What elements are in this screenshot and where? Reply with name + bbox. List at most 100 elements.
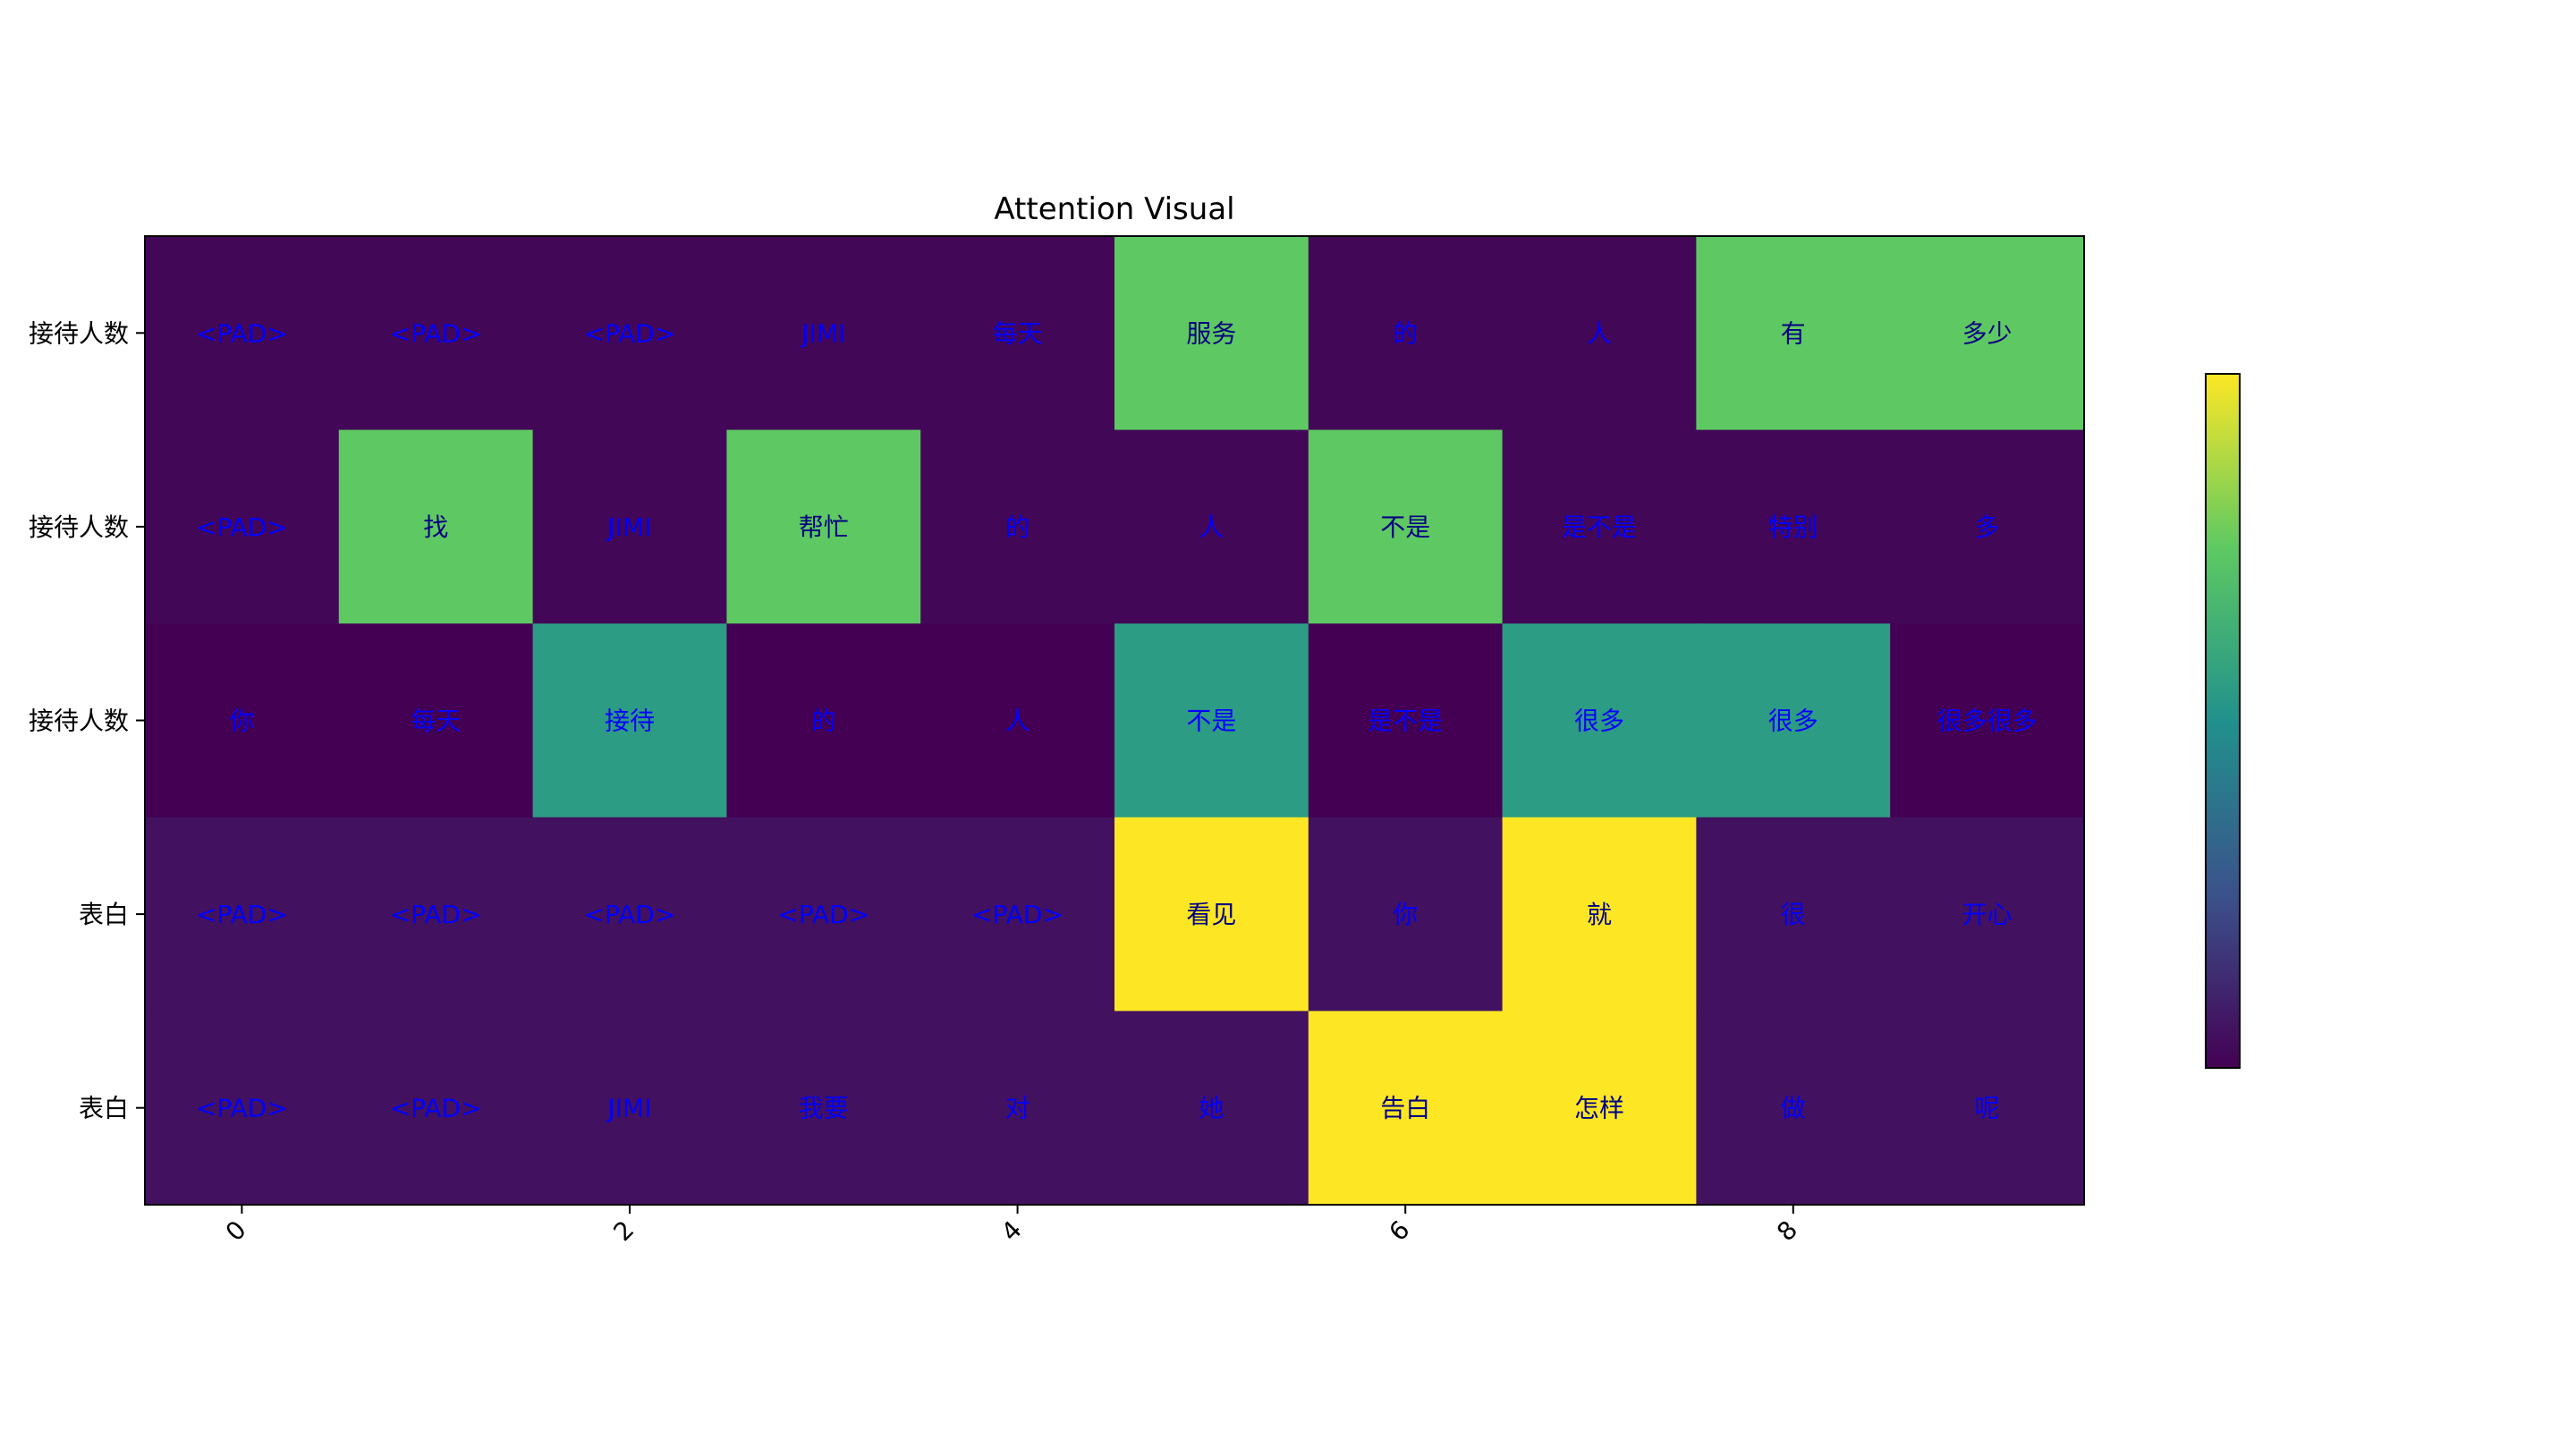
x-axis: 0 2 4 6 8: [220, 1205, 1803, 1247]
token-labels: <PAD> <PAD> <PAD> JIMI 每天 服务的人有多少<PAD> 找 JIMI 帮忙…: [196, 318, 2038, 1122]
token-label: 服务: [1186, 318, 1236, 348]
token-label: 看见: [1186, 900, 1236, 929]
heatmap-cell: [532, 817, 727, 1012]
token-label: 不是: [1380, 512, 1430, 542]
token-label: JIMI: [606, 512, 652, 542]
heatmap-cell: [1114, 817, 1309, 1012]
heatmap-cell: [726, 623, 921, 818]
x-tick-label: 0: [220, 1215, 252, 1247]
token-label: 呢: [1975, 1094, 2000, 1123]
heatmap-cell: [920, 1011, 1115, 1206]
heatmap-cell: [726, 1011, 921, 1206]
colorbar: [2205, 373, 2241, 1069]
heatmap-cell: [1502, 429, 1697, 624]
token-label: 有: [1781, 318, 1806, 348]
heatmap-cell: [726, 236, 921, 431]
token-label: <PAD>: [390, 318, 482, 348]
token-label: 的: [1005, 512, 1030, 542]
token-label: <PAD>: [390, 1094, 482, 1123]
heatmap-cell: [1114, 236, 1309, 431]
heatmap-cell: [338, 1011, 534, 1206]
heatmap-cell: [145, 623, 340, 818]
token-label: 不是: [1186, 707, 1236, 736]
x-tick-label: 8: [1771, 1215, 1803, 1247]
heatmap-cell: [338, 236, 534, 431]
heatmap-cell: [532, 236, 727, 431]
heatmap-cell: [1890, 623, 2085, 818]
heatmap-cell: [726, 429, 921, 624]
heatmap-cell: [532, 429, 727, 624]
heatmap-cell: [532, 1011, 727, 1206]
token-label: 每天: [411, 707, 461, 736]
chart-title: Attention Visual: [994, 191, 1234, 227]
heatmap-cell: [1696, 817, 1891, 1012]
token-label: 怎样: [1574, 1094, 1624, 1123]
heatmap-cell: [338, 623, 534, 818]
token-label: 多少: [1962, 318, 2012, 348]
token-label: <PAD>: [196, 318, 288, 348]
token-label: 特别: [1768, 512, 1818, 542]
heatmap-cell: [145, 429, 340, 624]
heatmap-cell: [1696, 429, 1891, 624]
token-label: 很多很多: [1937, 707, 2038, 736]
heatmap-cell: [532, 623, 727, 818]
token-label: <PAD>: [584, 900, 676, 929]
heatmap-cell: [1114, 623, 1309, 818]
token-label: 我要: [799, 1094, 849, 1123]
token-label: <PAD>: [390, 900, 482, 929]
token-label: JIMI: [606, 1094, 652, 1123]
token-label: 是不是: [1368, 707, 1443, 736]
token-label: 的: [811, 707, 836, 736]
token-label: 很多: [1768, 707, 1818, 736]
token-label: 是不是: [1562, 512, 1637, 542]
token-label: 她: [1199, 1094, 1224, 1123]
heatmap-cell: [338, 429, 534, 624]
heatmap-cell: [920, 817, 1115, 1012]
token-label: 的: [1393, 318, 1418, 348]
token-label: 接待: [605, 707, 655, 736]
token-label: 多: [1975, 512, 2000, 542]
token-label: <PAD>: [777, 900, 869, 929]
token-label: <PAD>: [196, 512, 288, 542]
heatmap-cell: [1114, 429, 1309, 624]
heatmap-cell: [1308, 1011, 1504, 1206]
token-label: 你: [229, 707, 254, 736]
token-label: 人: [1005, 707, 1030, 736]
heatmap-cell: [1696, 623, 1891, 818]
token-label: <PAD>: [196, 1094, 288, 1123]
heatmap-cell: [1890, 817, 2085, 1012]
heatmap-cell: [145, 236, 340, 431]
token-label: <PAD>: [971, 900, 1063, 929]
token-label: 帮忙: [799, 512, 849, 542]
heatmap-cell: [1502, 623, 1697, 818]
heatmap-cell: [1696, 236, 1891, 431]
heatmap-cell: [1308, 429, 1504, 624]
heatmap-cell: [1696, 1011, 1891, 1206]
heatmap-cell: [1502, 817, 1697, 1012]
heatmap-cell: [1890, 1011, 2085, 1206]
y-tick-label: 接待人数: [29, 512, 129, 542]
y-tick-label: 表白: [79, 900, 129, 929]
y-tick-label: 接待人数: [29, 318, 129, 348]
x-tick-label: 6: [1384, 1215, 1416, 1247]
token-label: 做: [1781, 1094, 1806, 1123]
token-label: 人: [1587, 318, 1612, 348]
token-label: 找: [423, 512, 448, 542]
token-label: 每天: [993, 318, 1043, 348]
heatmap-cell: [1502, 1011, 1697, 1206]
y-tick-label: 接待人数: [29, 707, 129, 736]
token-label: 很: [1781, 900, 1806, 929]
heatmap-cell: [145, 817, 340, 1012]
heatmap-cell: [1308, 817, 1504, 1012]
heatmap-cell: [1308, 623, 1504, 818]
token-label: 你: [1393, 900, 1418, 929]
x-tick-label: 4: [996, 1215, 1028, 1247]
token-label: 开心: [1962, 900, 2012, 929]
heatmap-cell: [1502, 236, 1697, 431]
heatmap-cell: [1890, 429, 2085, 624]
heatmap-cell: [338, 817, 534, 1012]
heatmap-cell: [1890, 236, 2085, 431]
heatmap-cell: [145, 1011, 340, 1206]
token-label: 告白: [1380, 1094, 1430, 1123]
